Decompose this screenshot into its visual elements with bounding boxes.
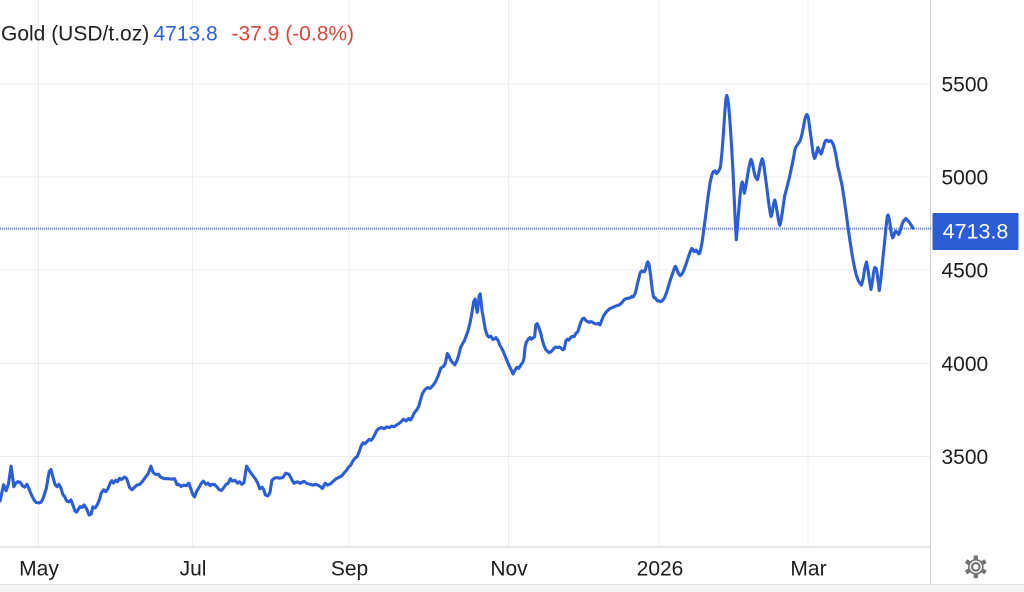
svg-text:5500: 5500 <box>942 74 989 97</box>
svg-text:4500: 4500 <box>942 260 989 283</box>
svg-text:4000: 4000 <box>942 353 989 376</box>
svg-text:Jul: Jul <box>180 558 207 581</box>
svg-text:4713.8: 4713.8 <box>943 220 1009 244</box>
svg-text:-37.9 (-0.8%): -37.9 (-0.8%) <box>232 23 355 46</box>
svg-text:3500: 3500 <box>942 446 989 469</box>
svg-text:Gold (USD/t.oz): Gold (USD/t.oz) <box>1 23 149 46</box>
svg-text:Mar: Mar <box>790 558 826 581</box>
svg-text:May: May <box>19 558 59 581</box>
svg-text:2026: 2026 <box>637 558 684 581</box>
svg-text:4713.8: 4713.8 <box>154 23 218 46</box>
svg-text:Nov: Nov <box>490 558 528 581</box>
svg-text:5000: 5000 <box>942 167 989 190</box>
svg-text:Sep: Sep <box>331 558 368 581</box>
